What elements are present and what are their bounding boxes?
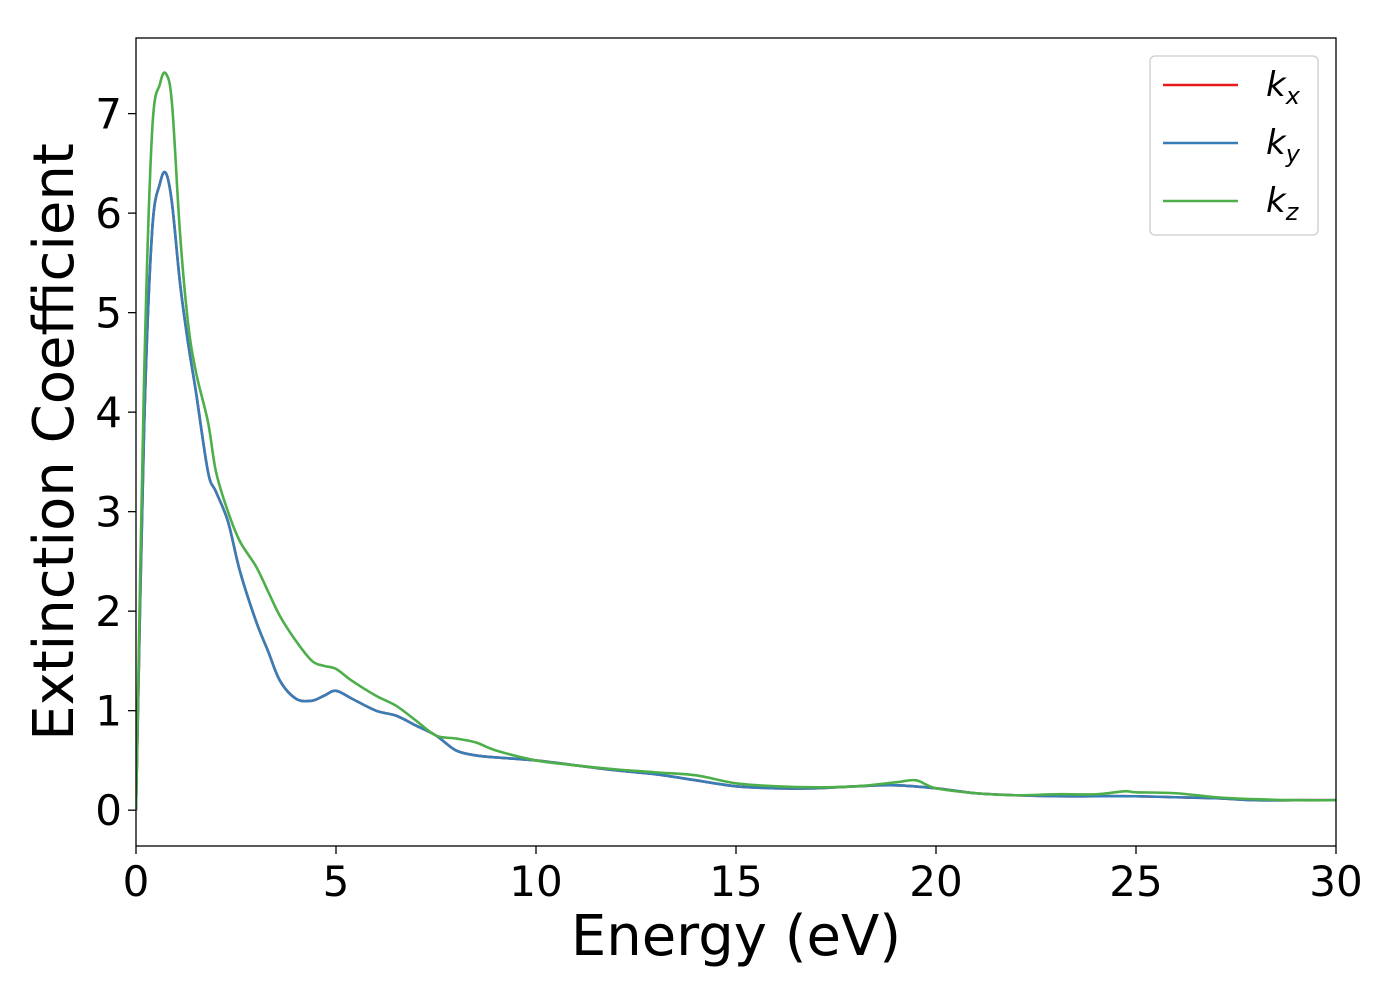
x-tick-label: 10: [509, 857, 562, 906]
x-axis-label: Energy (eV): [571, 904, 901, 969]
ticks-layer: 0 5 10 15 20 25 30 0 1 2 3 4 5 6 7: [95, 90, 1362, 906]
x-tick-label: 5: [323, 857, 350, 906]
y-tick-label: 2: [95, 587, 122, 636]
y-tick-label: 5: [95, 289, 122, 338]
series-line-y: [136, 170, 1336, 811]
y-tick-label: 4: [95, 388, 122, 437]
x-tick-label: 30: [1309, 857, 1362, 906]
legend-label-z: kz: [1266, 181, 1300, 226]
legend: kx ky kz: [1149, 55, 1319, 236]
legend-box: [1149, 55, 1319, 236]
series-line-x: [136, 170, 1336, 811]
x-tick-label: 25: [1109, 857, 1162, 906]
y-tick-label: 6: [95, 189, 122, 238]
x-tick-label: 15: [709, 857, 762, 906]
y-tick-label: 1: [95, 687, 122, 736]
legend-label-y: ky: [1266, 123, 1301, 168]
y-tick-label: 3: [95, 488, 122, 537]
series-layer: [136, 71, 1336, 811]
y-tick-label: 0: [95, 786, 122, 835]
x-tick-label: 0: [123, 857, 150, 906]
x-tick-label: 20: [909, 857, 962, 906]
y-tick-label: 7: [95, 90, 122, 139]
series-line-z: [136, 71, 1336, 811]
y-axis-label: Extinction Coefficient: [22, 143, 87, 741]
legend-label-x: kx: [1266, 65, 1301, 110]
